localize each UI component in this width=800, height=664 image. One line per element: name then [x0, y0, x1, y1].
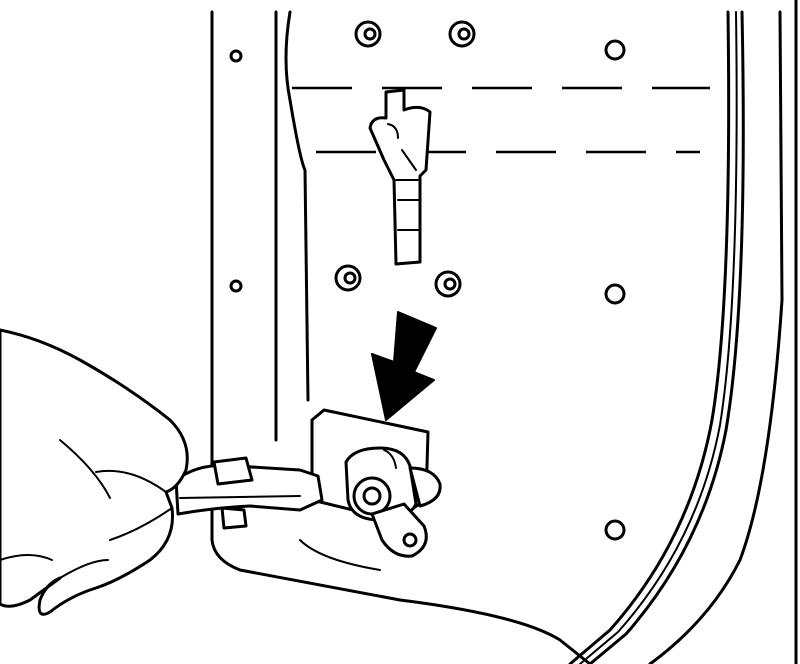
hole	[604, 519, 626, 541]
wrench-icon	[174, 456, 324, 530]
hole	[229, 279, 243, 293]
hole	[604, 283, 626, 305]
bolt	[334, 264, 362, 292]
hole	[229, 49, 243, 63]
bolt	[448, 20, 476, 48]
down-arrow-icon	[371, 311, 437, 421]
lock-cylinder-icon	[310, 408, 442, 558]
door-shell	[210, 0, 798, 664]
fastener-holes	[229, 20, 626, 541]
bolt	[354, 20, 382, 48]
hand-icon	[0, 328, 189, 616]
door-latch-icon	[368, 88, 432, 266]
bolt	[434, 270, 462, 298]
panel-lines	[292, 86, 710, 571]
hole	[604, 39, 626, 61]
